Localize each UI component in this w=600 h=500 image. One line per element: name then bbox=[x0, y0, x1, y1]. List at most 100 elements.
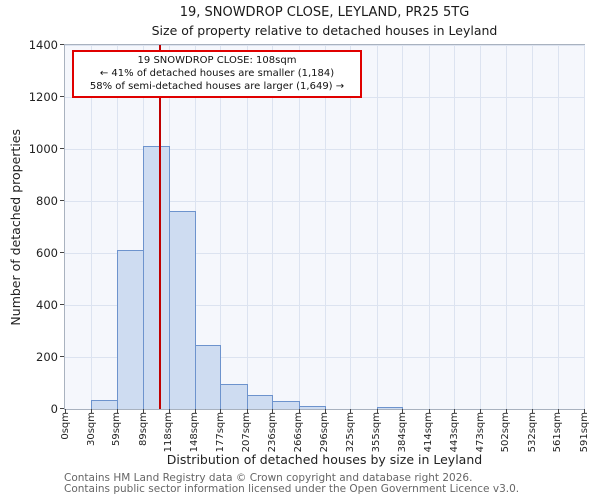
y-tick-label: 0 bbox=[50, 401, 58, 416]
y-tick-mark bbox=[60, 356, 64, 357]
x-tick-label-text: 207sqm bbox=[241, 412, 253, 453]
x-tick-mark bbox=[532, 409, 534, 413]
chart-subtitle: Size of property relative to detached ho… bbox=[151, 23, 498, 38]
x-tick-mark bbox=[116, 409, 118, 413]
x-gridline bbox=[272, 45, 274, 409]
x-gridline bbox=[402, 45, 404, 409]
x-tick-label: 177sqm bbox=[211, 412, 229, 452]
histogram-bar bbox=[116, 250, 145, 409]
y-tick-label: 200 bbox=[36, 349, 58, 364]
y-tick-label: 1400 bbox=[28, 37, 58, 52]
x-gridline bbox=[324, 45, 326, 409]
x-tick-label-text: 0sqm bbox=[59, 412, 71, 440]
x-tick-label-text: 443sqm bbox=[448, 412, 460, 453]
x-tick-label-text: 325sqm bbox=[344, 412, 356, 453]
x-tick-label-text: 266sqm bbox=[293, 412, 305, 453]
x-gridline bbox=[246, 45, 248, 409]
x-tick-label-text: 236sqm bbox=[266, 412, 278, 453]
x-gridline bbox=[350, 45, 352, 409]
subject-property-marker-line bbox=[158, 45, 161, 409]
y-gridline bbox=[65, 357, 584, 358]
x-tick-label: 473sqm bbox=[471, 412, 489, 452]
x-tick-mark bbox=[168, 409, 170, 413]
x-tick-label: 561sqm bbox=[549, 412, 567, 452]
x-tick-label-text: 59sqm bbox=[111, 412, 123, 447]
histogram-bar bbox=[91, 399, 118, 409]
x-tick-label: 266sqm bbox=[290, 412, 308, 452]
x-gridline bbox=[91, 45, 93, 409]
x-tick-label: 118sqm bbox=[160, 412, 178, 452]
y-tick-mark bbox=[60, 200, 64, 201]
x-tick-mark bbox=[143, 409, 145, 413]
y-tick-label: 600 bbox=[36, 245, 58, 260]
x-tick-label-text: 118sqm bbox=[163, 412, 175, 453]
y-tick-mark bbox=[60, 148, 64, 149]
x-tick-mark bbox=[324, 409, 326, 413]
x-tick-label: 236sqm bbox=[263, 412, 281, 452]
x-tick-mark bbox=[584, 409, 585, 413]
plot-area bbox=[64, 44, 585, 410]
x-gridline bbox=[220, 45, 222, 409]
annotation-line-2: ← 41% of detached houses are smaller (1,… bbox=[99, 68, 335, 80]
histogram-bar bbox=[168, 211, 196, 409]
y-tick-label: 1200 bbox=[28, 89, 58, 104]
y-tick-label: 1000 bbox=[28, 141, 58, 156]
x-axis-label: Distribution of detached houses by size … bbox=[166, 452, 483, 467]
x-gridline bbox=[116, 45, 118, 409]
x-gridline bbox=[428, 45, 430, 409]
annotation-line-3: 58% of semi-detached houses are larger (… bbox=[89, 81, 345, 93]
x-tick-label: 502sqm bbox=[497, 412, 515, 452]
y-tick-mark bbox=[60, 252, 64, 253]
x-gridline bbox=[298, 45, 300, 409]
x-tick-mark bbox=[505, 409, 507, 413]
x-tick-label: 296sqm bbox=[316, 412, 334, 452]
x-tick-label: 89sqm bbox=[134, 412, 152, 446]
histogram-bar bbox=[298, 405, 326, 409]
y-tick-mark bbox=[60, 304, 64, 305]
x-tick-mark bbox=[220, 409, 222, 413]
x-tick-label-text: 384sqm bbox=[396, 412, 408, 453]
histogram-bar bbox=[220, 384, 248, 409]
x-tick-label-text: 473sqm bbox=[474, 412, 486, 453]
x-tick-label-text: 414sqm bbox=[423, 412, 435, 453]
y-tick-mark bbox=[60, 44, 64, 45]
y-tick-mark bbox=[60, 408, 64, 409]
footer-attribution-line-1: Contains HM Land Registry data © Crown c… bbox=[64, 472, 473, 484]
x-tick-label-text: 561sqm bbox=[552, 412, 564, 453]
x-tick-label: 59sqm bbox=[108, 412, 126, 446]
y-gridline bbox=[65, 201, 584, 202]
x-tick-label: 532sqm bbox=[523, 412, 541, 452]
x-tick-mark bbox=[557, 409, 559, 413]
x-tick-mark bbox=[194, 409, 196, 413]
y-gridline bbox=[65, 253, 584, 254]
x-gridline bbox=[557, 45, 559, 409]
y-gridline bbox=[65, 305, 584, 306]
y-gridline bbox=[65, 45, 584, 46]
histogram-bar bbox=[143, 146, 170, 409]
x-tick-label-text: 532sqm bbox=[526, 412, 538, 453]
x-tick-label: 30sqm bbox=[82, 412, 100, 446]
x-tick-label-text: 502sqm bbox=[500, 412, 512, 453]
y-axis-tick-labels: 0 200 400 600 800 1000 1200 1400 bbox=[0, 0, 58, 500]
x-gridline bbox=[584, 45, 585, 409]
x-tick-mark bbox=[246, 409, 248, 413]
x-tick-mark bbox=[376, 409, 378, 413]
x-tick-mark bbox=[428, 409, 430, 413]
x-tick-label: 443sqm bbox=[445, 412, 463, 452]
x-tick-mark bbox=[272, 409, 274, 413]
x-tick-label-text: 296sqm bbox=[319, 412, 331, 453]
x-tick-label-text: 177sqm bbox=[214, 412, 226, 453]
x-tick-mark bbox=[454, 409, 456, 413]
y-gridline bbox=[65, 149, 584, 150]
x-tick-mark bbox=[402, 409, 404, 413]
histogram-bar bbox=[376, 406, 404, 409]
x-tick-label: 384sqm bbox=[393, 412, 411, 452]
x-tick-label: 148sqm bbox=[186, 412, 204, 452]
x-tick-mark bbox=[65, 409, 66, 413]
y-tick-mark bbox=[60, 96, 64, 97]
x-tick-label: 0sqm bbox=[56, 412, 74, 440]
x-tick-label: 414sqm bbox=[420, 412, 438, 452]
x-tick-label-text: 148sqm bbox=[189, 412, 201, 453]
x-gridline bbox=[454, 45, 456, 409]
x-gridline bbox=[376, 45, 378, 409]
